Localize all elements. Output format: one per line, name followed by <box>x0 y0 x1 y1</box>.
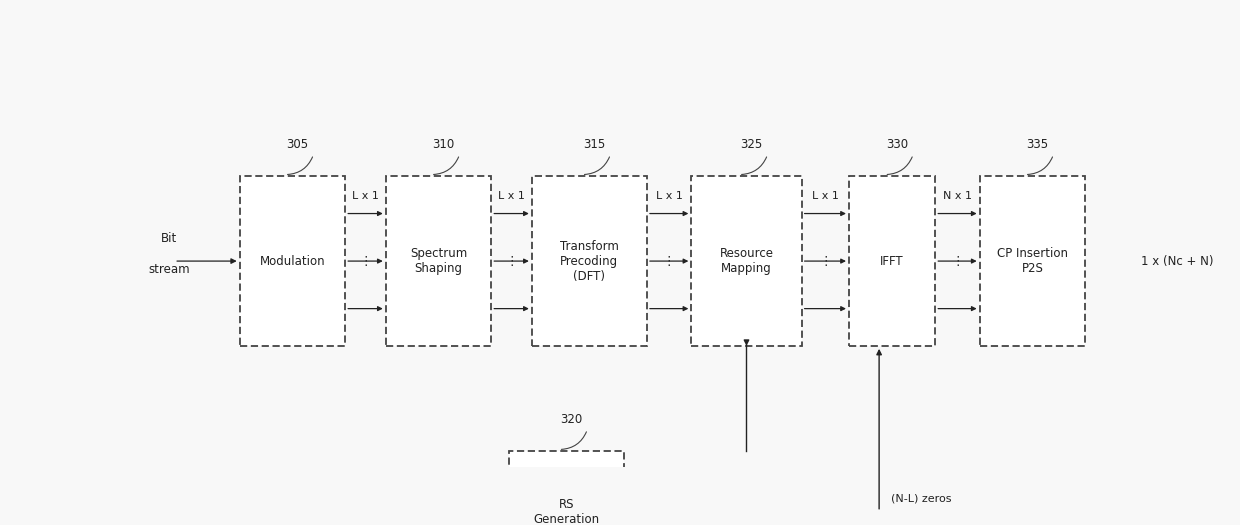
Text: 310: 310 <box>433 138 454 151</box>
Text: L x 1: L x 1 <box>812 192 838 202</box>
Text: stream: stream <box>149 262 190 276</box>
Text: IFFT: IFFT <box>880 255 904 268</box>
Bar <box>239 176 345 346</box>
Bar <box>386 176 491 346</box>
Text: CP Insertion
P2S: CP Insertion P2S <box>997 247 1068 275</box>
Bar <box>508 451 624 525</box>
Text: 315: 315 <box>583 138 605 151</box>
Text: ⋮: ⋮ <box>820 255 832 268</box>
Text: 325: 325 <box>740 138 763 151</box>
Text: Bit: Bit <box>161 233 177 245</box>
Text: ⋮: ⋮ <box>360 255 372 268</box>
Text: 335: 335 <box>1027 138 1048 151</box>
Text: Spectrum
Shaping: Spectrum Shaping <box>410 247 467 275</box>
Text: (N-L) zeros: (N-L) zeros <box>890 494 951 503</box>
Text: L x 1: L x 1 <box>656 192 682 202</box>
Text: 320: 320 <box>560 413 583 426</box>
Bar <box>980 176 1085 346</box>
Text: N x 1: N x 1 <box>942 192 972 202</box>
Bar <box>849 176 935 346</box>
Text: Resource
Mapping: Resource Mapping <box>719 247 774 275</box>
Text: RS
Generation: RS Generation <box>533 498 599 525</box>
Text: Modulation: Modulation <box>259 255 325 268</box>
Text: 330: 330 <box>885 138 908 151</box>
Text: ⋮: ⋮ <box>951 255 963 268</box>
Text: ⋮: ⋮ <box>663 255 676 268</box>
Text: Transform
Precoding
(DFT): Transform Precoding (DFT) <box>560 239 619 282</box>
Bar <box>532 176 647 346</box>
Text: ⋮: ⋮ <box>505 255 518 268</box>
Bar <box>691 176 802 346</box>
Text: 1 x (Nc + N): 1 x (Nc + N) <box>1141 255 1214 268</box>
Text: L x 1: L x 1 <box>352 192 379 202</box>
Text: L x 1: L x 1 <box>498 192 525 202</box>
Text: 305: 305 <box>286 138 309 151</box>
